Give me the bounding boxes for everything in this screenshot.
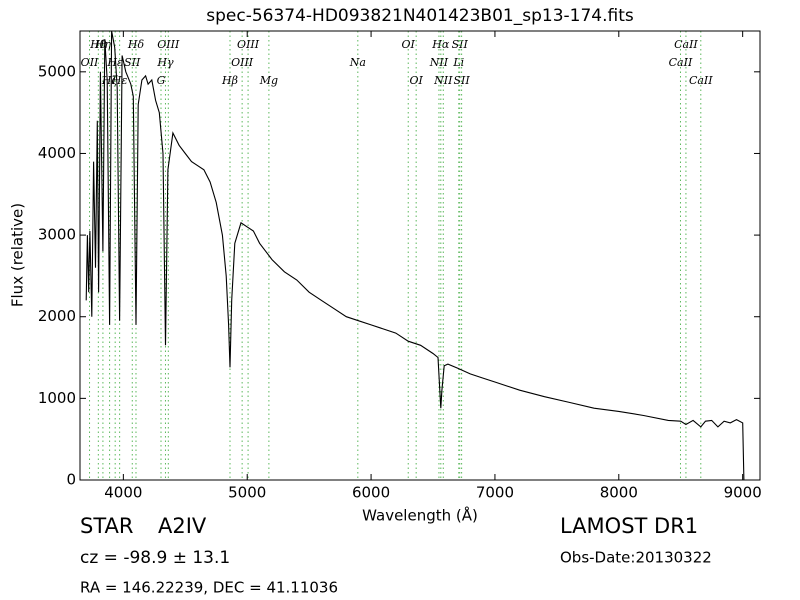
spectral-line-label: OIII bbox=[231, 56, 254, 69]
spectral-line-label: Hε bbox=[106, 56, 123, 69]
chart-title: spec-56374-HD093821N401423B01_sp13-174.f… bbox=[206, 6, 634, 26]
spectral-line-label: G bbox=[157, 74, 166, 87]
x-tick-label: 8000 bbox=[600, 484, 638, 502]
survey: LAMOST DR1 bbox=[560, 514, 698, 538]
spectrum-line bbox=[85, 30, 745, 481]
spectral-line-label: Hβ bbox=[221, 74, 238, 87]
redshift: cz = -98.9 ± 13.1 bbox=[80, 548, 230, 568]
y-tick-label: 5000 bbox=[38, 62, 76, 80]
x-tick-label: 6000 bbox=[352, 484, 390, 502]
spectral-line-label: OIII bbox=[157, 38, 180, 51]
spectral-line-label: SII bbox=[452, 38, 469, 51]
object-class: STAR bbox=[80, 514, 133, 538]
spectral-line-label: CaII bbox=[674, 38, 698, 51]
spectral-line-label: OI bbox=[409, 74, 423, 87]
x-tick-label: 5000 bbox=[228, 484, 266, 502]
spectral-line-label: Hδ bbox=[127, 38, 145, 51]
y-tick-label: 0 bbox=[66, 471, 76, 489]
y-axis-label: Flux (relative) bbox=[9, 203, 27, 307]
y-tick-label: 4000 bbox=[38, 144, 76, 162]
coordinates: RA = 146.22239, DEC = 41.11036 bbox=[80, 579, 338, 597]
spectral-line-label: OII bbox=[81, 56, 99, 69]
spectral-line-label: SII bbox=[454, 74, 471, 87]
y-tick-label: 3000 bbox=[38, 226, 76, 244]
y-tick-label: 2000 bbox=[38, 307, 76, 325]
spectral-line-label: Na bbox=[349, 56, 366, 69]
spectral-line-label: NII bbox=[433, 74, 453, 87]
spectral-line-label: SII bbox=[124, 56, 141, 69]
spectral-line-label: Hγ bbox=[156, 56, 174, 69]
spectral-line-label: NII bbox=[429, 56, 449, 69]
x-tick-label: 7000 bbox=[476, 484, 514, 502]
spectral-line-label: Mg bbox=[259, 74, 278, 87]
subclass: A2IV bbox=[158, 514, 207, 538]
x-tick-label: 9000 bbox=[724, 484, 762, 502]
spectral-line-label: Hθ bbox=[89, 38, 107, 51]
x-axis-label: Wavelength (Å) bbox=[362, 506, 478, 525]
spectral-line-label: CaII bbox=[669, 56, 693, 69]
spectral-line-label: OIII bbox=[237, 38, 260, 51]
spectral-line-label: Hα bbox=[431, 38, 450, 51]
spectral-line-label: Li bbox=[452, 56, 464, 69]
x-tick-label: 4000 bbox=[104, 484, 142, 502]
spectral-line-label: CaII bbox=[689, 74, 713, 87]
spectral-line-label: OI bbox=[402, 38, 416, 51]
spectral-line-label: Hζ bbox=[101, 74, 119, 87]
obs-date: Obs-Date:20130322 bbox=[560, 549, 712, 567]
y-tick-label: 1000 bbox=[38, 389, 76, 407]
plot-frame bbox=[79, 30, 761, 481]
spectral-line-label: Hε bbox=[111, 74, 128, 87]
